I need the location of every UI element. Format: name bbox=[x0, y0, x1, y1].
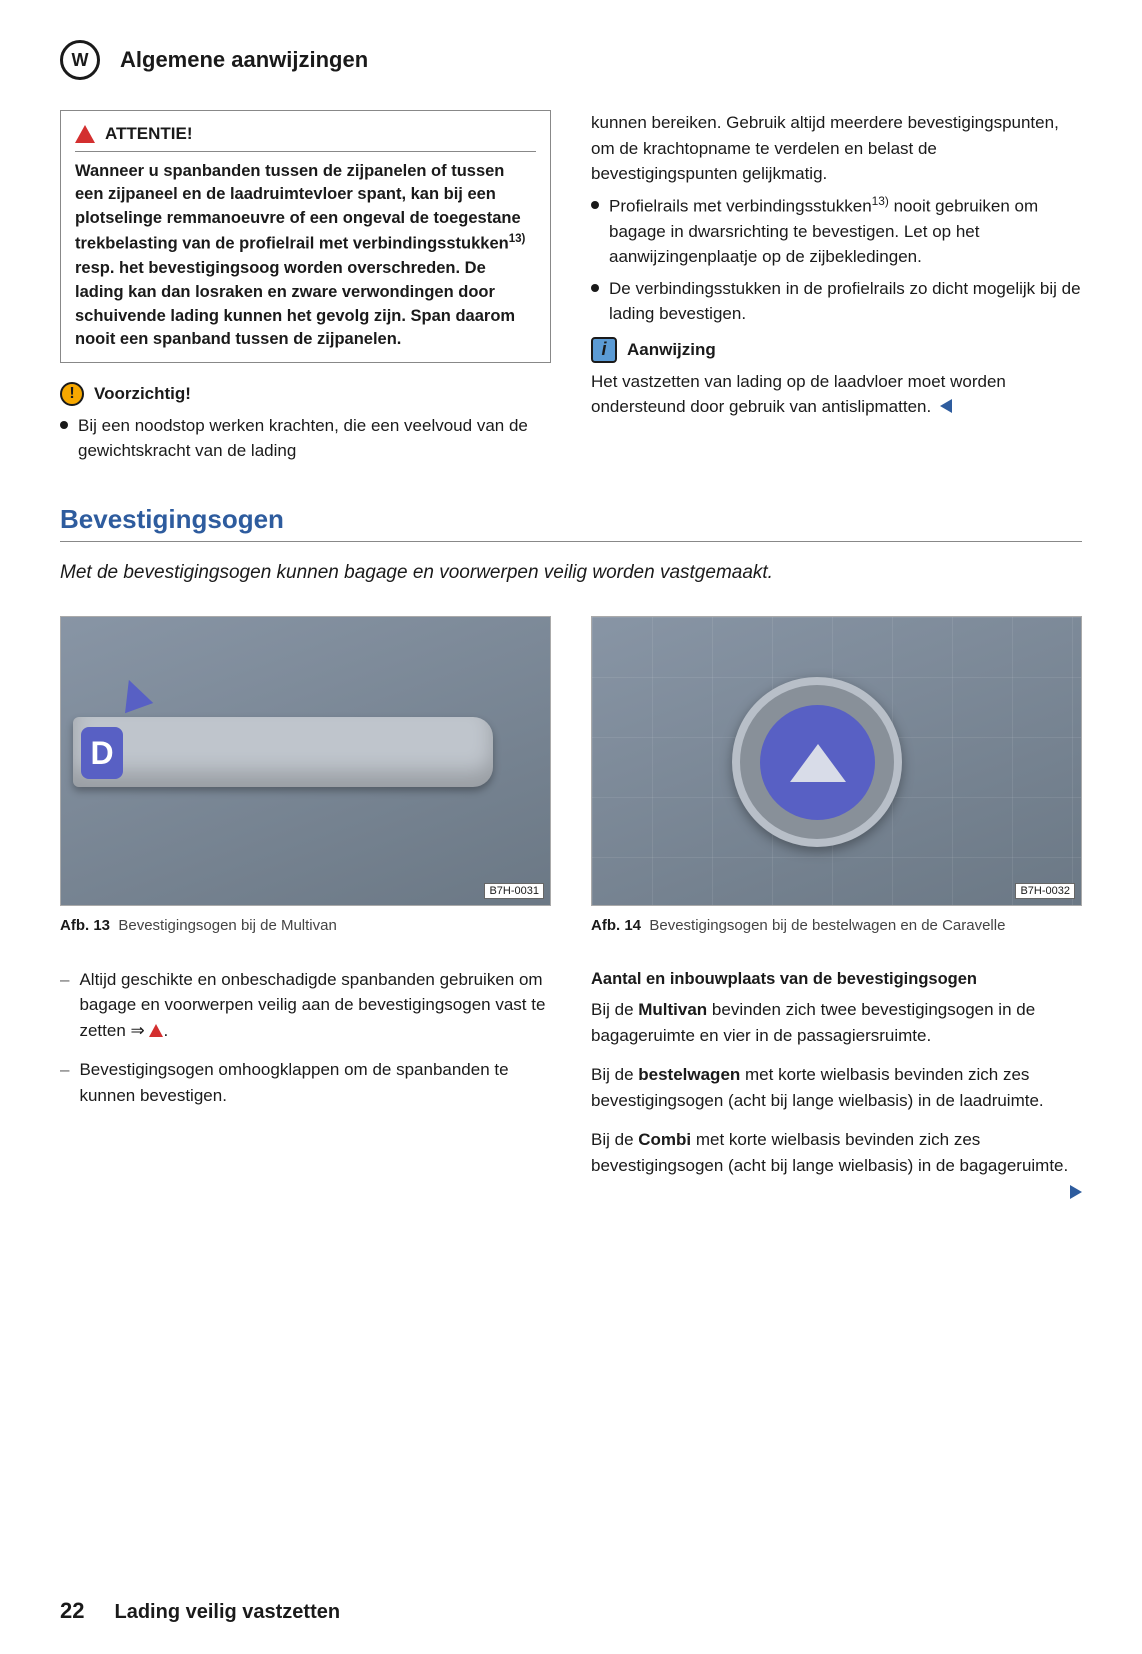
right-p2: Bij de bestelwagen met korte wielbasis b… bbox=[591, 1062, 1082, 1113]
section-title: Bevestigingsogen bbox=[60, 504, 1082, 542]
upper-two-column: ATTENTIE! Wanneer u spanbanden tussen de… bbox=[60, 110, 1082, 464]
attentie-header: ATTENTIE! bbox=[75, 121, 536, 152]
header-title: Algemene aanwijzingen bbox=[120, 47, 368, 73]
voorzichtig-bullet-1-text: Bij een noodstop werken krachten, die ee… bbox=[78, 413, 551, 464]
dash-icon: – bbox=[60, 967, 69, 1044]
right-p1a: Bij de bbox=[591, 1000, 638, 1019]
right-para1: kunnen bereiken. Gebruik altijd meerdere… bbox=[591, 110, 1082, 187]
figure-row: D B7H-0031 Afb. 13 Bevestigingsogen bij … bbox=[60, 616, 1082, 936]
figure-1-caption-text: Bevestigingsogen bij de Multivan bbox=[118, 917, 336, 934]
bullet-icon bbox=[591, 284, 599, 292]
section-intro: Met de bevestigingsogen kunnen bagage en… bbox=[60, 560, 1082, 587]
figure-2-caption-text: Bevestigingsogen bij de bestelwagen en d… bbox=[649, 917, 1005, 934]
figure-2-caption: Afb. 14 Bevestigingsogen bij de bestelwa… bbox=[591, 916, 1082, 936]
bullet-icon bbox=[60, 421, 68, 429]
lower-left-column: – Altijd geschikte en onbeschadigde span… bbox=[60, 967, 551, 1206]
logo-letter: W bbox=[72, 50, 89, 71]
continuation-mark-wrap bbox=[591, 1180, 1082, 1206]
figure-2-label: Afb. 14 bbox=[591, 917, 641, 934]
right-bullet-1-text: Profielrails met verbindingsstukken13) n… bbox=[609, 193, 1082, 270]
upper-right-column: kunnen bereiken. Gebruik altijd meerdere… bbox=[591, 110, 1082, 464]
right-p1: Bij de Multivan bevinden zich twee beves… bbox=[591, 997, 1082, 1048]
attentie-sup: 13) bbox=[509, 233, 526, 245]
footer-text: Lading veilig vastzetten bbox=[114, 1601, 340, 1624]
left-item1-post: . bbox=[163, 1021, 168, 1040]
right-bullet1-sup: 13) bbox=[872, 194, 889, 208]
figure-1-tag: B7H-0031 bbox=[484, 883, 544, 899]
right-p3: Bij de Combi met korte wielbasis bevinde… bbox=[591, 1127, 1082, 1178]
attentie-body-post: resp. het bevestigingsoog worden oversch… bbox=[75, 259, 515, 349]
figure-2-tag: B7H-0032 bbox=[1015, 883, 1075, 899]
figure-2-image: B7H-0032 bbox=[591, 616, 1082, 906]
right-p3a: Bij de bbox=[591, 1130, 638, 1149]
voorzichtig-title: Voorzichtig! bbox=[94, 381, 191, 407]
aanwijzing-header: i Aanwijzing bbox=[591, 337, 1082, 363]
right-bullet1-pre: Profielrails met verbindingsstukken bbox=[609, 196, 872, 215]
right-p3b: Combi bbox=[638, 1130, 691, 1149]
page-footer: 22 Lading veilig vastzetten bbox=[60, 1598, 340, 1624]
left-item-1-text: Altijd geschikte en onbeschadigde spanba… bbox=[79, 967, 551, 1044]
left-item-2: – Bevestigingsogen omhoogklappen om de s… bbox=[60, 1057, 551, 1108]
lower-right-column: Aantal en inbouwplaats van de bevestigin… bbox=[591, 967, 1082, 1206]
left-item-2-text: Bevestigingsogen omhoogklappen om de spa… bbox=[79, 1057, 551, 1108]
page-number: 22 bbox=[60, 1598, 84, 1624]
right-bullet-1: Profielrails met verbindingsstukken13) n… bbox=[591, 193, 1082, 270]
figure-2-box: B7H-0032 Afb. 14 Bevestigingsogen bij de… bbox=[591, 616, 1082, 936]
right-p1b: Multivan bbox=[638, 1000, 707, 1019]
figure-1-box: D B7H-0031 Afb. 13 Bevestigingsogen bij … bbox=[60, 616, 551, 936]
left-item-1: – Altijd geschikte en onbeschadigde span… bbox=[60, 967, 551, 1044]
dash-icon: – bbox=[60, 1057, 69, 1108]
figure-1-arrow-icon bbox=[115, 675, 153, 713]
caution-circle-icon: ! bbox=[60, 382, 84, 406]
attentie-body-pre: Wanneer u spanbanden tussen de zijpanele… bbox=[75, 162, 521, 253]
right-bullet-2: De verbindingsstukken in de profielrails… bbox=[591, 276, 1082, 327]
figure-1-label: Afb. 13 bbox=[60, 917, 110, 934]
aanwijzing-title: Aanwijzing bbox=[627, 337, 716, 363]
lower-two-column: – Altijd geschikte en onbeschadigde span… bbox=[60, 967, 1082, 1206]
page-header: W Algemene aanwijzingen bbox=[60, 40, 1082, 80]
end-mark-icon bbox=[940, 399, 952, 413]
figure-1-image: D B7H-0031 bbox=[60, 616, 551, 906]
voorzichtig-bullet-1: Bij een noodstop werken krachten, die ee… bbox=[60, 413, 551, 464]
aanwijzing-body: Het vastzetten van lading op de laadvloe… bbox=[591, 369, 1082, 420]
figure-1-d-badge: D bbox=[81, 727, 123, 779]
attentie-box: ATTENTIE! Wanneer u spanbanden tussen de… bbox=[60, 110, 551, 363]
bullet-icon bbox=[591, 201, 599, 209]
upper-left-column: ATTENTIE! Wanneer u spanbanden tussen de… bbox=[60, 110, 551, 464]
inline-warning-icon bbox=[149, 1024, 163, 1037]
info-box-icon: i bbox=[591, 337, 617, 363]
figure-1-caption: Afb. 13 Bevestigingsogen bij de Multivan bbox=[60, 916, 551, 936]
right-p2b: bestelwagen bbox=[638, 1065, 740, 1084]
vw-logo-icon: W bbox=[60, 40, 100, 80]
figure-2-up-arrow-icon bbox=[790, 744, 846, 782]
figure-2-inner bbox=[760, 705, 875, 820]
continuation-mark-icon bbox=[1070, 1185, 1082, 1199]
warning-triangle-icon bbox=[75, 125, 95, 143]
voorzichtig-header: ! Voorzichtig! bbox=[60, 381, 551, 407]
attentie-body: Wanneer u spanbanden tussen de zijpanele… bbox=[75, 160, 536, 353]
right-bullet-2-text: De verbindingsstukken in de profielrails… bbox=[609, 276, 1082, 327]
attentie-title: ATTENTIE! bbox=[105, 121, 193, 147]
right-p2a: Bij de bbox=[591, 1065, 638, 1084]
right-subheading: Aantal en inbouwplaats van de bevestigin… bbox=[591, 967, 1082, 992]
